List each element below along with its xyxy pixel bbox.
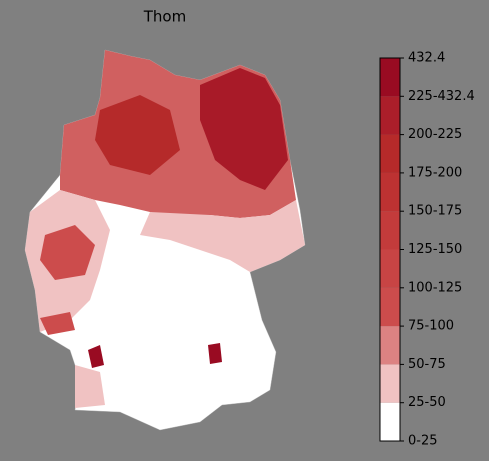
colorbar-label: 432.4 [408,51,445,66]
colorbar-label: 175-200 [408,165,462,180]
map-title: Thom [143,8,186,26]
colorbar-segment [380,326,400,365]
colorbar: 0-25 25-50 50-75 75-100 100-125 125-150 150-17… [379,51,475,449]
region-south-pink [75,365,105,408]
colorbar-label: 225-432.4 [408,89,475,104]
colorbar-label: 75-100 [408,319,454,334]
colorbar-label: 25-50 [408,395,446,410]
colorbar-label: 150-175 [408,204,462,219]
colorbar-label: 200-225 [408,127,462,142]
colorbar-segment [380,402,400,441]
colorbar-segment [380,249,400,288]
colorbar-segment [380,211,400,250]
colorbar-segment [380,134,400,173]
region-northeast [200,68,288,190]
germany-map [24,49,306,431]
region-center-pink [140,200,305,272]
region-southwest-spot [40,312,75,335]
colorbar-segment [380,58,400,97]
colorbar-frame [379,57,401,442]
colorbar-segment [380,96,400,135]
colorbar-segment [380,287,400,327]
colorbar-segment [380,172,400,212]
colorbar-label: 50-75 [408,357,446,372]
colorbar-label: 0-25 [408,434,438,449]
region-west-red [40,225,95,280]
region-north-dark [95,95,180,175]
colorbar-label: 125-150 [408,242,462,257]
colorbar-label: 100-125 [408,280,462,295]
region-south-spot [88,345,104,368]
region-south-spot [208,343,222,364]
colorbar-segment [380,364,400,403]
